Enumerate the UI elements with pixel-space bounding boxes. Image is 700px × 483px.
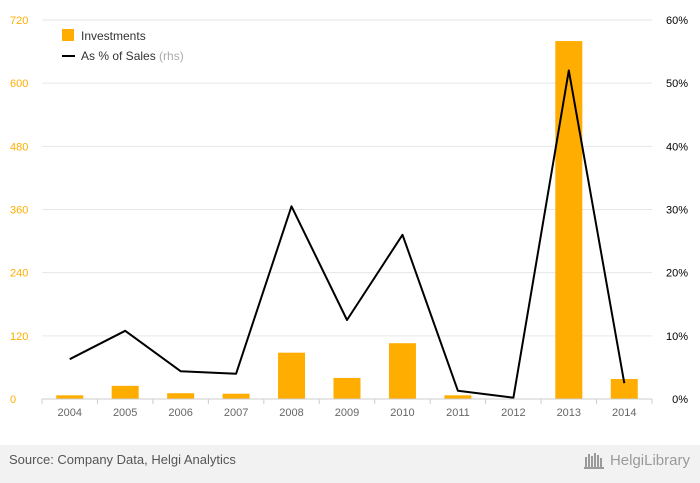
x-axis-tick-label: 2012 [501,407,525,419]
helgi-library-logo: HelgiLibrary [583,451,690,469]
line-sales-pct [69,69,626,399]
bar-investments [278,352,306,399]
bar-investments [610,378,638,399]
x-axis-tick-label: 2014 [612,407,636,419]
left-axis-tick-label: 120 [10,331,28,343]
right-axis-tick-label: 40% [666,141,688,153]
left-axis-tick-label: 600 [10,78,28,90]
bar-investments [222,393,250,399]
chart-container: 0 120 240 360 480 600 720 0% 10% 20% 30% 40% 50% 60% 2… [10,15,688,419]
x-axis-tick-label: 2006 [168,407,192,419]
x-axis-tick-label: 2009 [335,407,359,419]
x-axis-tick-label: 2004 [57,407,81,419]
legend-label-investments: Investments [81,29,146,43]
x-axis-tick-label: 2010 [390,407,414,419]
right-axis-tick-label: 30% [666,205,688,217]
legend-swatch-investments [62,29,74,41]
left-axis-tick-label: 0 [10,394,16,406]
x-axis-tick-label: 2008 [279,407,303,419]
bar-investments [56,395,84,399]
right-axis-tick-label: 10% [666,331,688,343]
legend: Investments As % of Sales (rhs) [62,29,184,63]
left-axis-tick-label: 480 [10,141,28,153]
bar-investments [555,41,583,400]
legend-label-sales-pct: As % of Sales (rhs) [81,49,184,63]
footer: Source: Company Data, Helgi Analytics He… [0,445,700,483]
bar-investments [111,385,139,399]
x-axis-tick-label: 2013 [557,407,581,419]
source-note: Source: Company Data, Helgi Analytics [9,452,236,467]
right-axis-tick-label: 50% [666,78,688,90]
left-axis-tick-label: 720 [10,15,28,27]
library-logo-icon [583,453,604,469]
bar-investments [388,343,416,399]
line-series [69,69,626,399]
logo-text: HelgiLibrary [609,451,690,469]
bar-investments [444,395,472,399]
bar-series [56,41,638,400]
bar-investments [333,377,361,399]
legend-rhs-note: (rhs) [159,49,184,63]
right-axis-tick-label: 0% [672,394,688,406]
left-axis-tick-label: 360 [10,205,28,217]
right-axis-tick-label: 20% [666,268,688,280]
right-axis-tick-label: 60% [666,15,688,27]
axes: 0 120 240 360 480 600 720 0% 10% 20% 30% 40% 50% 60% 2… [10,15,688,419]
bar-investments [167,393,195,399]
x-axis-tick-label: 2007 [224,407,248,419]
grid-lines [42,19,652,337]
x-axis-tick-label: 2005 [113,407,137,419]
investments-chart: 0 120 240 360 480 600 720 0% 10% 20% 30% 40% 50% 60% 2… [10,15,688,419]
x-axis-tick-label: 2011 [446,407,470,419]
left-axis-tick-label: 240 [10,268,28,280]
